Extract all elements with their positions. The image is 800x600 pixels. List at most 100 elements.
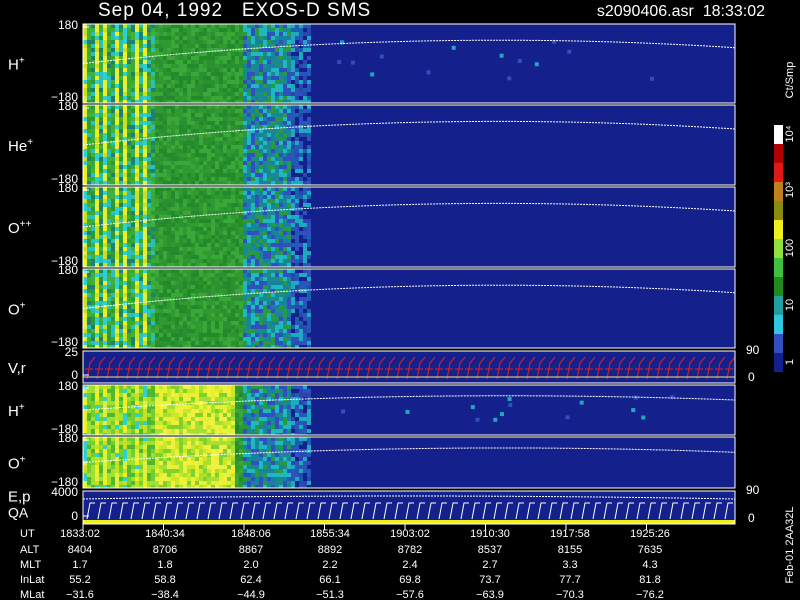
spectrogram-cell bbox=[199, 259, 203, 263]
spectrogram-cell bbox=[203, 173, 207, 177]
spectrogram-cell bbox=[263, 125, 267, 129]
spectrogram-cell bbox=[107, 203, 111, 207]
spectrogram-cell bbox=[275, 255, 279, 259]
spectrogram-cell bbox=[283, 40, 287, 44]
spectrogram-cell bbox=[195, 44, 199, 48]
spectrogram-cell bbox=[279, 137, 283, 141]
spectrogram-cell bbox=[143, 285, 147, 289]
spectrogram-cell bbox=[159, 285, 163, 289]
spectrogram-cell bbox=[283, 345, 287, 348]
spectrogram-cell bbox=[135, 239, 139, 243]
spectrogram-cell bbox=[291, 137, 295, 141]
spectrogram-cell bbox=[115, 32, 119, 36]
spectrogram-cell bbox=[147, 329, 151, 333]
spectrogram-cell bbox=[517, 58, 522, 63]
spectrogram-cell bbox=[171, 80, 175, 84]
spectrogram-cell bbox=[227, 247, 231, 251]
spectrogram-cell bbox=[307, 72, 311, 76]
spectrogram-cell bbox=[243, 161, 247, 165]
spectrogram-cell bbox=[279, 269, 283, 273]
spectrogram-cell bbox=[111, 40, 115, 44]
spectrogram-cell bbox=[223, 137, 227, 141]
spectrogram-cell bbox=[175, 223, 179, 227]
spectrogram-cell bbox=[171, 433, 175, 435]
spectrogram-cell bbox=[215, 173, 219, 177]
spectrogram-cell bbox=[171, 24, 175, 28]
spectrogram-cell bbox=[191, 227, 195, 231]
spectrogram-cell bbox=[123, 337, 127, 341]
spectrogram-cell bbox=[119, 247, 123, 251]
spectrogram-cell bbox=[223, 40, 227, 44]
spectrogram-cell bbox=[199, 247, 203, 251]
spectrogram-cell bbox=[235, 305, 239, 309]
spectrogram-cell bbox=[227, 105, 231, 109]
spectrogram-cell bbox=[191, 125, 195, 129]
spectrogram-cell bbox=[287, 76, 291, 80]
spectrogram-cell bbox=[251, 36, 255, 40]
spectrogram-cell bbox=[103, 317, 107, 321]
spectrogram-cell bbox=[171, 297, 175, 301]
spectrogram-cell bbox=[255, 251, 259, 255]
spectrogram-cell bbox=[283, 72, 287, 76]
spectrogram-cell bbox=[207, 52, 211, 56]
spectrogram-cell bbox=[87, 153, 91, 157]
spectrogram-cell bbox=[147, 56, 151, 60]
spectrogram-cell bbox=[139, 129, 143, 133]
spectrogram-cell bbox=[195, 145, 199, 149]
spectrogram-cell bbox=[83, 199, 87, 203]
spectrogram-cell bbox=[203, 28, 207, 32]
spectrogram-cell bbox=[187, 121, 191, 125]
spectrogram-cell bbox=[103, 48, 107, 52]
spectrogram-cell bbox=[135, 177, 139, 181]
spectrogram-cell bbox=[291, 273, 295, 277]
spectrogram-cell bbox=[275, 121, 279, 125]
spectrogram-cell bbox=[83, 239, 87, 243]
spectrogram-cell bbox=[203, 161, 207, 165]
spectrogram-cell bbox=[155, 281, 159, 285]
spectrogram-cell bbox=[235, 36, 239, 40]
spectrogram-cell bbox=[247, 72, 251, 76]
spectrogram-cell bbox=[139, 263, 143, 267]
spectrogram-cell bbox=[235, 40, 239, 44]
spectrogram-cell bbox=[207, 385, 211, 389]
spectrogram-cell bbox=[151, 219, 155, 223]
spectrogram-cell bbox=[151, 64, 155, 68]
spectrogram-cell bbox=[275, 273, 279, 277]
spectrogram-cell bbox=[147, 255, 151, 259]
spectrogram-cell bbox=[131, 219, 135, 223]
spectrogram-cell bbox=[255, 121, 259, 125]
spectrogram-cell bbox=[227, 199, 231, 203]
spectrogram-cell bbox=[235, 239, 239, 243]
spectrogram-cell bbox=[123, 165, 127, 169]
spectrogram-cell bbox=[99, 113, 103, 117]
spectrogram-cell bbox=[279, 88, 283, 92]
spectrogram-cell bbox=[167, 169, 171, 173]
spectrogram-cell bbox=[131, 56, 135, 60]
spectrogram-cell bbox=[303, 72, 307, 76]
spectrogram-cell bbox=[251, 68, 255, 72]
spectrogram-cell bbox=[231, 337, 235, 341]
spectrogram-cell bbox=[87, 177, 91, 181]
spectrogram-cell bbox=[303, 269, 307, 273]
spectrogram-cell bbox=[295, 129, 299, 133]
spectrogram-cell bbox=[259, 40, 263, 44]
spectrogram-cell bbox=[179, 417, 183, 421]
spectrogram-cell bbox=[135, 181, 139, 185]
spectrogram-cell bbox=[91, 177, 95, 181]
spectrogram-cell bbox=[99, 255, 103, 259]
spectrogram-cell bbox=[271, 181, 275, 185]
spectrogram-cell bbox=[251, 157, 255, 161]
spectrogram-cell bbox=[143, 401, 147, 405]
spectrogram-cell bbox=[183, 247, 187, 251]
spectrogram-cell bbox=[155, 121, 159, 125]
spectrogram-cell bbox=[275, 301, 279, 305]
spectrogram-cell bbox=[167, 243, 171, 247]
spectrogram-cell bbox=[159, 28, 163, 32]
spectrogram-cell bbox=[115, 161, 119, 165]
spectrogram-cell bbox=[243, 273, 247, 277]
spectrogram-cell bbox=[83, 259, 87, 263]
spectrogram-cell bbox=[155, 305, 159, 309]
spectrogram-cell bbox=[147, 223, 151, 227]
spectrogram-cell bbox=[143, 345, 147, 348]
spectrogram-cell bbox=[95, 251, 99, 255]
